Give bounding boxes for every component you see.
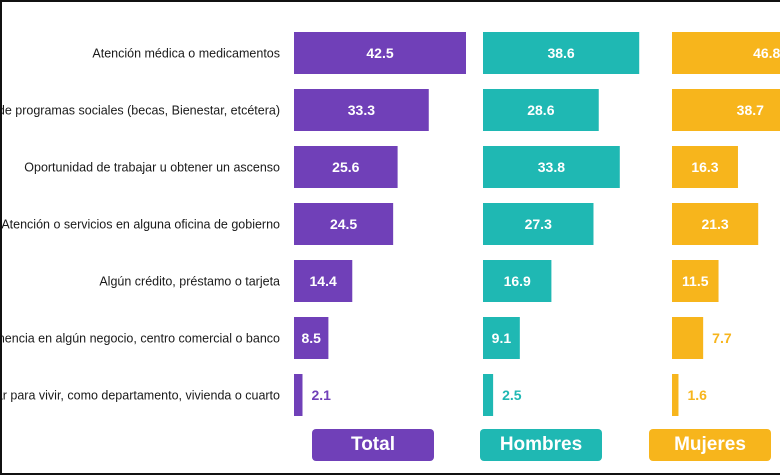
- category-label: Oportunidad de trabajar u obtener un asc…: [24, 161, 280, 175]
- legend-total: Total: [312, 429, 434, 461]
- bar: [672, 146, 738, 188]
- data-label: 2.5: [502, 387, 522, 403]
- data-label: 16.3: [691, 159, 718, 175]
- bar: [672, 203, 759, 245]
- bar: [294, 89, 429, 131]
- data-label: 33.8: [538, 159, 565, 175]
- bar: [294, 203, 394, 245]
- bar: [483, 374, 494, 416]
- bar: [672, 317, 704, 359]
- category-label: Atención médica o medicamentos: [92, 47, 280, 61]
- bar: [294, 32, 466, 74]
- data-label: 1.6: [687, 387, 707, 403]
- data-label: 38.7: [737, 102, 764, 118]
- category-label: Algún crédito, préstamo o tarjeta: [99, 275, 280, 289]
- data-label: 24.5: [330, 216, 357, 232]
- bar: [483, 203, 594, 245]
- bar: [483, 32, 640, 74]
- bar: [672, 89, 780, 131]
- bar: [672, 260, 719, 302]
- bar: [483, 260, 552, 302]
- legend-hombres: Hombres: [480, 429, 602, 461]
- data-label: 42.5: [366, 45, 393, 61]
- data-label: 2.1: [311, 387, 331, 403]
- data-label: 25.6: [332, 159, 359, 175]
- data-label: 21.3: [701, 216, 728, 232]
- data-label: 33.3: [348, 102, 375, 118]
- data-label: 27.3: [525, 216, 552, 232]
- category-label: Atención o servicios en alguna oficina d…: [2, 218, 280, 232]
- bar: [483, 146, 620, 188]
- data-label: 16.9: [504, 273, 531, 289]
- bar: [672, 374, 679, 416]
- data-label: 38.6: [547, 45, 574, 61]
- data-label: 28.6: [527, 102, 554, 118]
- data-label: 11.5: [682, 273, 709, 289]
- data-label: 9.1: [492, 330, 512, 346]
- bar: [483, 317, 520, 359]
- data-label: 46.8: [753, 45, 780, 61]
- bar: [483, 89, 599, 131]
- bar: [294, 146, 398, 188]
- data-label: 8.5: [301, 330, 321, 346]
- data-label: 14.4: [310, 273, 337, 289]
- category-label: anencia en algún negocio, centro comerci…: [2, 332, 280, 346]
- bar: [294, 317, 329, 359]
- legend-mujeres: Mujeres: [649, 429, 771, 461]
- bar: [672, 32, 780, 74]
- bar: [294, 374, 303, 416]
- category-label: de programas sociales (becas, Bienestar,…: [2, 104, 280, 118]
- data-label: 7.7: [712, 330, 732, 346]
- bar: [294, 260, 353, 302]
- category-label: ar para vivir, como departamento, vivien…: [2, 389, 280, 403]
